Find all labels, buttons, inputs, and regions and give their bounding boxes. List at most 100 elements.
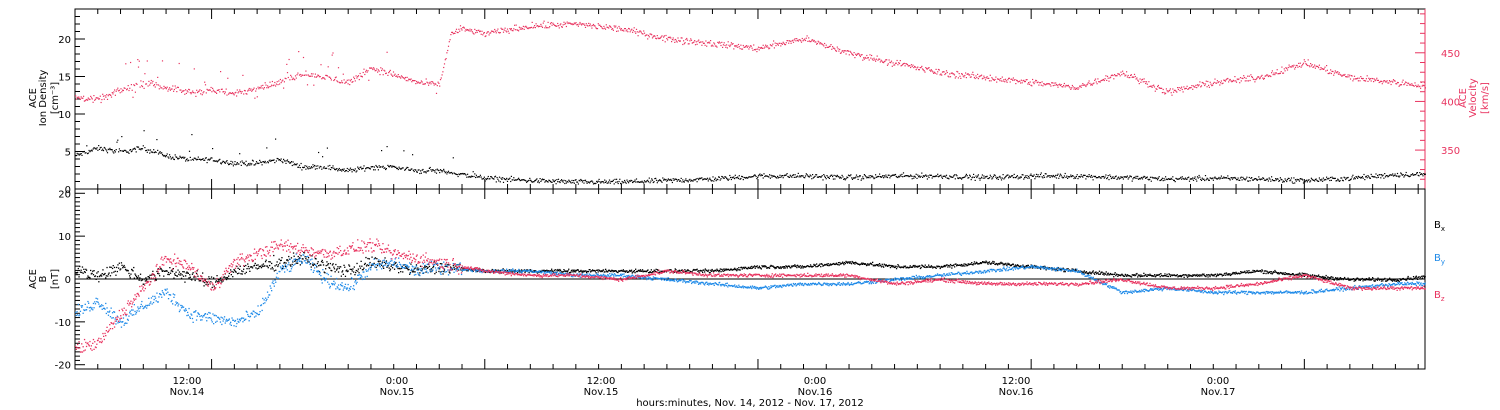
data-point [531,181,533,183]
data-point [615,270,618,273]
data-point [1102,78,1105,81]
data-point [526,26,528,28]
data-point [616,271,618,273]
data-point [135,151,137,153]
data-point [658,271,661,273]
data-point [655,268,657,270]
data-point [1137,178,1140,180]
data-point [1069,176,1071,178]
data-point [1203,83,1205,85]
data-point [439,169,442,171]
data-point [236,162,238,164]
data-point [1282,180,1285,182]
data-point [106,94,108,96]
data-point [863,57,865,59]
data-point [1375,173,1377,175]
data-point [151,82,153,84]
data-point [603,182,605,184]
data-point [457,175,459,178]
data-point [394,73,396,75]
data-point [1128,77,1130,79]
data-point [757,46,760,48]
data-point [831,263,833,266]
data-point [270,85,272,88]
data-point [1101,79,1103,81]
data-point [205,92,207,94]
data-point [749,46,751,48]
data-point [454,268,456,270]
data-point [463,27,465,29]
data-point [925,174,927,176]
data-point [1144,176,1146,178]
data-point [725,46,727,48]
data-point [443,66,445,69]
data-point [730,268,732,270]
data-point [254,164,256,166]
data-point [656,35,658,37]
data-point [859,264,861,266]
data-point [218,89,220,91]
data-point [278,258,280,260]
data-point [419,272,421,274]
data-point [1340,177,1342,179]
data-point [298,258,300,260]
data-point [616,27,618,29]
data-point [557,181,559,183]
data-point [1306,64,1308,67]
data-point [813,39,815,42]
data-point [1357,175,1359,177]
data-point [416,82,418,84]
data-point [538,25,540,27]
data-point [529,27,531,29]
data-point [455,173,458,175]
data-point [721,175,723,178]
data-point [573,180,575,182]
data-point [255,163,257,165]
data-point [947,75,949,77]
data-point [692,269,694,271]
data-point [238,163,240,165]
data-point [1211,178,1213,180]
data-point [1271,72,1273,74]
data-point [1141,176,1143,179]
data-point [1282,72,1284,74]
data-point [546,269,548,271]
data-point [400,168,403,170]
data-point [1406,84,1408,86]
data-point [848,262,851,264]
data-point [1208,179,1210,181]
data-point [447,45,450,47]
data-point [1181,176,1183,178]
data-point [273,254,275,257]
data-point [386,146,388,148]
data-point [1177,87,1179,89]
data-point [851,53,854,56]
data-point [1211,85,1213,87]
data-point [1384,176,1387,178]
data-point [592,181,594,183]
data-point [504,178,506,180]
data-point [1042,85,1044,87]
data-point [1264,179,1266,181]
data-point [391,166,393,168]
data-point [831,174,833,176]
data-point [690,179,693,181]
data-point [223,161,225,163]
data-point [1028,177,1030,179]
data-point [865,264,868,267]
data-point [907,65,909,67]
data-point [530,26,532,28]
data-point [574,269,576,271]
data-point [691,271,693,273]
data-point [140,279,142,282]
data-point [1156,88,1158,90]
data-point [198,158,200,160]
data-point [1169,178,1171,180]
data-point [1391,174,1393,176]
data-point [199,158,201,160]
data-point [229,163,231,165]
data-point [1418,86,1420,88]
data-point [1090,174,1093,177]
data-point [522,25,524,27]
data-point [918,176,920,178]
